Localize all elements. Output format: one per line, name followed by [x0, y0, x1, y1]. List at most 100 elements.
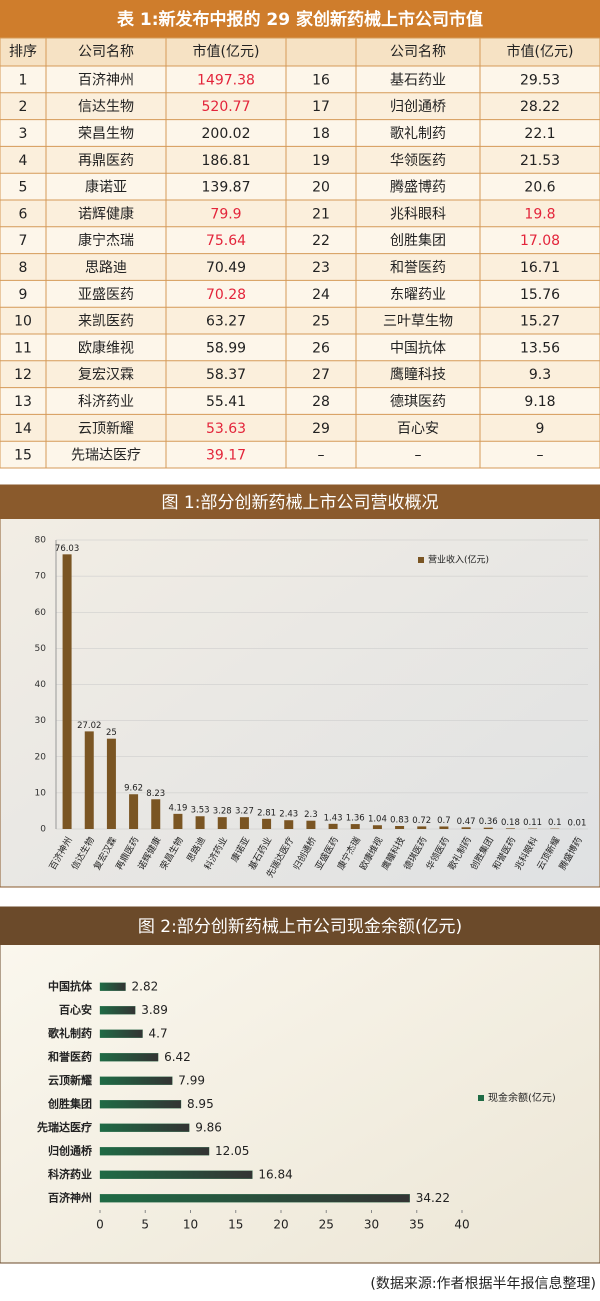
table-cell: 3 — [19, 126, 28, 142]
value-label: 0.47 — [457, 817, 476, 827]
y-tick-label: 70 — [35, 572, 47, 582]
table-cell: 22.1 — [524, 126, 555, 142]
table-cell: 中国抗体 — [390, 340, 446, 356]
y-tick-label: 50 — [35, 644, 47, 654]
x-tick-label: 20 — [273, 1218, 288, 1232]
table-cell: 再鼎医药 — [78, 153, 134, 169]
bar — [505, 828, 515, 829]
value-label: 0.72 — [412, 816, 431, 826]
bar — [99, 1100, 182, 1109]
table-cell: 22 — [312, 233, 330, 249]
bar — [372, 825, 382, 829]
value-label: 1.43 — [324, 813, 343, 823]
table-header: 市值(亿元) — [507, 43, 574, 60]
bar — [99, 1053, 159, 1062]
value-label: 0.7 — [437, 816, 451, 826]
bar — [151, 799, 161, 829]
legend-swatch — [418, 557, 424, 563]
table-cell: 17.08 — [520, 233, 560, 249]
bar — [439, 826, 449, 829]
bar — [262, 818, 272, 829]
value-label: 0.18 — [501, 818, 520, 828]
value-label: 25 — [106, 728, 117, 738]
table-row-bg — [0, 360, 600, 388]
value-label: 2.43 — [279, 810, 298, 820]
table-cell: 复宏汉霖 — [78, 366, 134, 383]
table-cell: 7 — [19, 233, 28, 249]
bar — [99, 982, 126, 991]
table-cell: 亚盛医药 — [78, 287, 134, 303]
value-label: 16.84 — [258, 1167, 292, 1181]
bar — [62, 554, 72, 829]
table-cell: 186.81 — [202, 153, 251, 169]
value-label: 76.03 — [55, 544, 79, 554]
value-label: 2.3 — [304, 810, 318, 820]
chart1-title-bar — [0, 485, 600, 519]
table-cell: 10 — [14, 314, 32, 330]
y-tick-label: 云顶新耀 — [48, 1073, 92, 1087]
table-cell: 8 — [19, 260, 28, 276]
bar — [99, 1076, 173, 1085]
table-cell: 15 — [14, 448, 32, 464]
table-cell: 9.18 — [524, 394, 555, 410]
table-cell: 17 — [312, 99, 330, 115]
table-cell: 23 — [312, 260, 330, 276]
value-label: 9.62 — [124, 784, 143, 794]
table-cell: 鹰瞳科技 — [390, 366, 446, 383]
table-cell: 信达生物 — [78, 99, 134, 115]
value-label: 1.36 — [346, 814, 365, 824]
table-cell: 科济药业 — [78, 394, 134, 410]
y-tick-label: 百济神州 — [48, 1190, 92, 1204]
table-cell: 24 — [312, 287, 330, 303]
table-cell: 诺辉健康 — [78, 205, 134, 222]
value-label: 3.53 — [191, 806, 210, 816]
x-tick-label: 35 — [409, 1218, 424, 1232]
table-title-bar — [0, 0, 600, 38]
bar — [99, 1006, 136, 1015]
table-cell: 21.53 — [520, 153, 560, 169]
table-cell: 53.63 — [206, 421, 246, 437]
bar — [84, 731, 94, 829]
table-cell: 华领医药 — [390, 153, 446, 169]
table-cell: 29 — [312, 421, 330, 437]
table-cell: 康宁杰瑞 — [78, 232, 134, 249]
table-cell: – — [537, 448, 544, 464]
table-cell: 27 — [312, 367, 330, 383]
y-tick-label: 20 — [35, 752, 47, 762]
chart2-bg — [0, 906, 600, 1264]
bar — [129, 794, 139, 829]
table-cell: 思路迪 — [85, 260, 127, 276]
table-cell: 欧康维视 — [78, 339, 134, 356]
y-tick-label: 创胜集团 — [47, 1096, 92, 1110]
footer: (数据来源:作者根据半年报信息整理) — [370, 1275, 596, 1292]
y-tick-label: 百心安 — [59, 1002, 92, 1016]
x-tick-label: 15 — [228, 1218, 243, 1232]
table-cell: 百济神州 — [78, 72, 134, 88]
table-cell: 15.76 — [520, 287, 560, 303]
table-cell: 2 — [19, 99, 28, 115]
table-cell: 26 — [312, 340, 330, 356]
table-cell: 19 — [312, 153, 330, 169]
table-header: 公司名称 — [78, 44, 134, 60]
value-label: 0.83 — [390, 816, 409, 826]
bar — [217, 817, 227, 829]
bar — [483, 827, 493, 829]
table-cell: 12 — [14, 367, 32, 383]
bar — [395, 826, 405, 829]
x-tick-label: 5 — [141, 1218, 149, 1232]
y-tick-label: 歌礼制药 — [48, 1026, 92, 1040]
y-tick-label: 80 — [35, 536, 47, 546]
legend-label: 营业收入(亿元) — [428, 554, 489, 566]
table-cell: 德琪医药 — [390, 394, 446, 410]
value-label: 3.28 — [213, 807, 232, 817]
table-row-bg — [0, 253, 600, 281]
legend-swatch — [478, 1095, 484, 1101]
bar — [306, 820, 316, 829]
y-tick-label: 中国抗体 — [48, 979, 93, 993]
table-cell: 三叶草生物 — [383, 314, 453, 330]
table-cell: 基石药业 — [390, 71, 446, 88]
table-cell: 百心安 — [397, 421, 439, 437]
table-header: 排序 — [9, 44, 37, 60]
table-cell: 1 — [19, 72, 28, 88]
